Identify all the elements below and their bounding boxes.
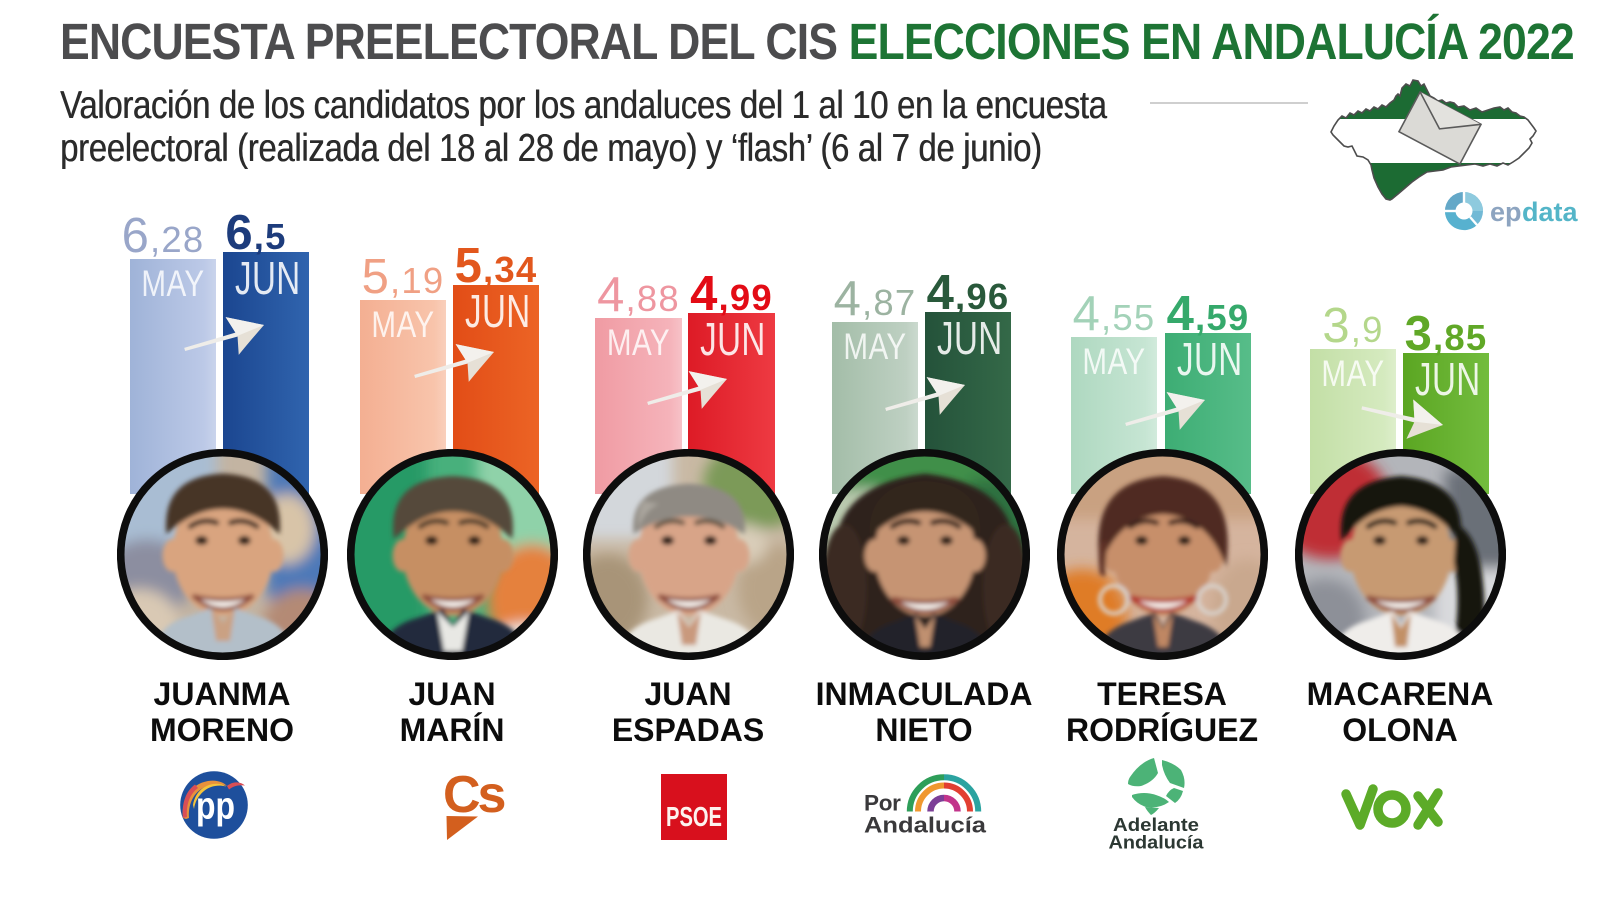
svg-text:ep: ep	[1490, 197, 1522, 227]
svg-text:Por: Por	[864, 791, 901, 816]
svg-text:data: data	[1522, 197, 1579, 227]
svg-text:Cs: Cs	[443, 766, 505, 824]
svg-text:pp: pp	[196, 786, 235, 828]
svg-text:Andalucía: Andalucía	[1109, 832, 1205, 853]
svg-text:Adelante: Adelante	[1113, 814, 1199, 835]
svg-text:Andalucía: Andalucía	[864, 813, 987, 838]
svg-text:PSOE: PSOE	[666, 801, 722, 832]
